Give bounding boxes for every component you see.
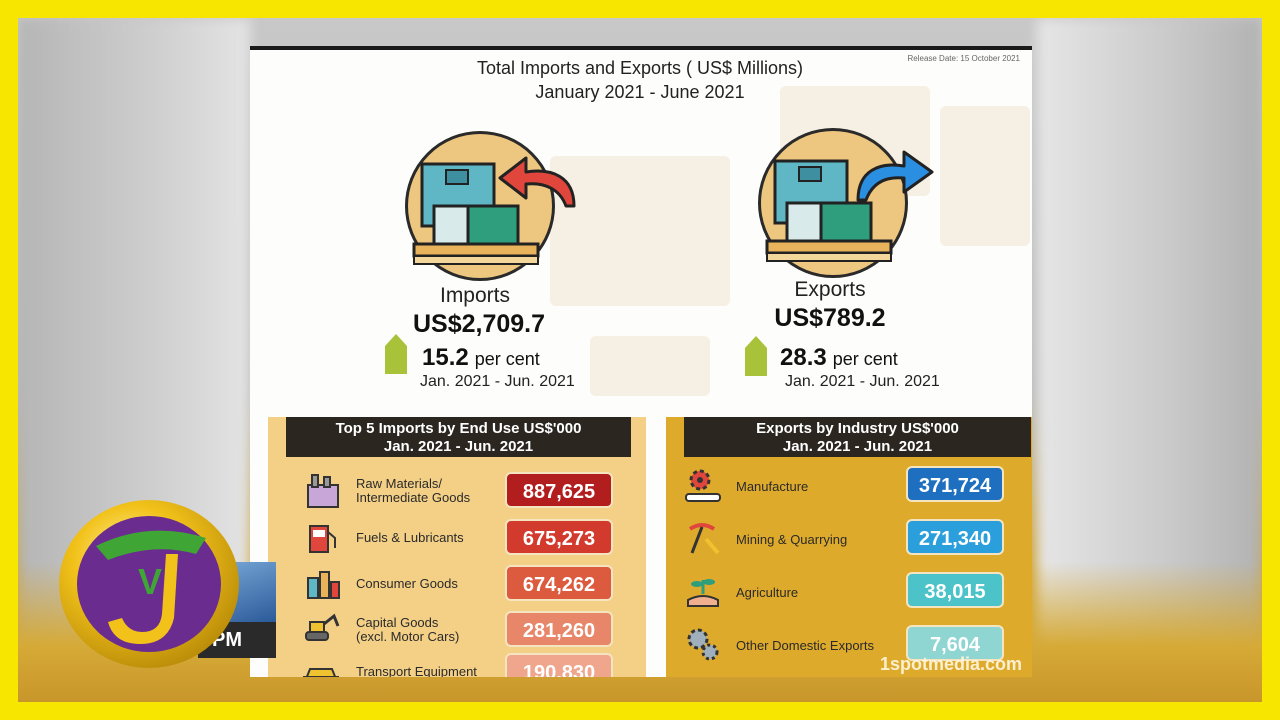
export-row-value: 271,340 <box>906 519 1004 555</box>
export-row-label: Other Domestic Exports <box>736 638 874 653</box>
infographic-title: Total Imports and Exports ( US$ Millions… <box>476 58 804 78</box>
exports-value: US$789.2 <box>774 304 886 332</box>
export-row-label: Manufacture <box>736 479 809 494</box>
exports-by-industry-header: Exports by Industry US$'000 Jan. 2021 - … <box>684 417 1031 457</box>
export-row-value: 371,724 <box>906 466 1004 502</box>
export-row: Mining & Quarrying 271,340 <box>666 519 1032 563</box>
import-row-value: 675,273 <box>505 519 613 555</box>
export-row: Other Domestic Exports 7,604 <box>666 625 1032 669</box>
import-row-label: Fuels & Lubricants <box>356 530 464 545</box>
export-arrow-icon <box>856 150 934 202</box>
import-row-label: Consumer Goods <box>356 576 458 591</box>
gears-icon <box>687 628 719 661</box>
card-top-rule <box>250 46 1032 50</box>
import-row: Consumer Goods 674,262 <box>268 562 646 606</box>
release-date: Release Date: 15 October 2021 <box>907 54 1020 63</box>
excavator-icon <box>305 613 340 641</box>
export-row-value: 7,604 <box>906 625 1004 661</box>
exports-up-arrow-icon <box>745 336 767 376</box>
import-row: Raw Materials/Intermediate Goods 887,625 <box>268 469 646 513</box>
pickaxe-icon <box>688 523 720 555</box>
fuel-pump-icon <box>309 525 336 553</box>
infographic-card: Total Imports and Exports ( US$ Millions… <box>250 46 1032 677</box>
import-row: Capital Goods (excl. Motor Cars) 281,260 <box>268 608 646 652</box>
export-row: Agriculture 38,015 <box>666 572 1032 616</box>
exports-change: 28.3 per cent <box>780 344 898 371</box>
exports-period: Jan. 2021 - Jun. 2021 <box>785 373 940 390</box>
export-row-label: Agriculture <box>736 585 799 600</box>
import-row-value: 281,260 <box>505 611 613 647</box>
import-row-value: 674,262 <box>505 565 613 601</box>
import-row-label: Capital Goods (excl. Motor Cars) <box>356 615 460 644</box>
imports-period: Jan. 2021 - Jun. 2021 <box>420 373 575 390</box>
import-row: Fuels & Lubricants 675,273 <box>268 516 646 560</box>
exports-badge-icon <box>758 128 908 278</box>
export-row: Manufacture 371,724 <box>666 466 1032 510</box>
warehouse-illustration <box>550 156 730 306</box>
pallet-illustration <box>590 336 710 396</box>
import-arrow-icon <box>498 156 576 208</box>
export-row-value: 38,015 <box>906 572 1004 608</box>
import-row-label: Raw Materials/Intermediate Goods <box>356 476 471 505</box>
source-watermark: 1spotmedia.com <box>880 654 1023 674</box>
top-imports-header: Top 5 Imports by End Use US$'000 Jan. 20… <box>286 417 631 457</box>
import-row-label: Transport Equipment <box>356 664 477 678</box>
import-row-value: 887,625 <box>505 472 613 508</box>
import-row-value: 190,830 <box>505 653 613 677</box>
export-row-label: Mining & Quarrying <box>736 532 848 547</box>
exports-label: Exports <box>794 278 866 301</box>
video-frame: Total Imports and Exports ( US$ Millions… <box>18 18 1262 702</box>
consumer-goods-icon <box>307 571 340 599</box>
exports-by-industry-panel: Exports by Industry US$'000 Jan. 2021 - … <box>666 417 1032 677</box>
gear-conveyor-icon <box>685 469 721 502</box>
import-row: Transport Equipment 190,830 <box>268 653 646 677</box>
infographic-subtitle: January 2021 - June 2021 <box>535 82 745 102</box>
car-icon <box>303 668 339 677</box>
factory-icon <box>307 474 339 508</box>
top-imports-panel: Top 5 Imports by End Use US$'000 Jan. 20… <box>268 417 646 677</box>
svg-text:V: V <box>138 561 162 602</box>
imports-change: 15.2 per cent <box>422 344 540 371</box>
imports-up-arrow-icon <box>385 334 407 374</box>
imports-value: US$2,709.7 <box>412 310 546 338</box>
imports-badge-icon <box>405 131 555 281</box>
imports-label: Imports <box>439 284 510 307</box>
plant-hand-icon <box>687 579 719 607</box>
forklift-illustration <box>940 106 1030 246</box>
tvj-logo-icon: V <box>59 500 239 668</box>
